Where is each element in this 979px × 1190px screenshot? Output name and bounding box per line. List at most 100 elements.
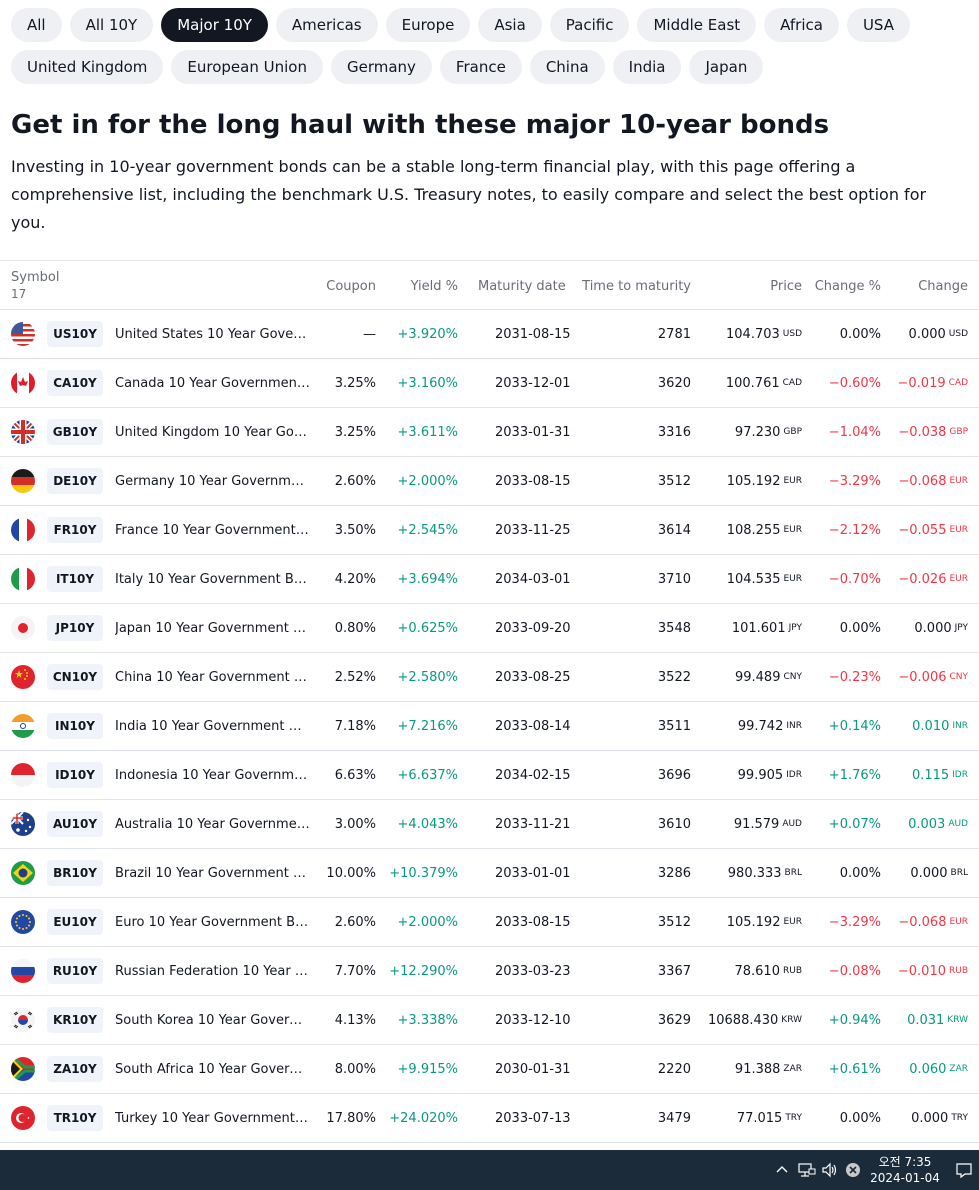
header-maturity-date[interactable]: Maturity date <box>478 278 566 294</box>
price-currency: KRW <box>781 1015 802 1025</box>
price-currency: AUD <box>782 819 802 829</box>
table-row[interactable]: FR10Y France 10 Year Government Bond 3.5… <box>0 506 979 555</box>
filter-pill-major-10y[interactable]: Major 10Y <box>161 8 268 42</box>
filter-pill-americas[interactable]: Americas <box>275 8 378 42</box>
table-row[interactable]: BR10Y Brazil 10 Year Government Bond 10.… <box>0 849 979 898</box>
yield-value: +3.611% <box>397 424 458 440</box>
table-row[interactable]: GB10Y United Kingdom 10 Year Government … <box>0 408 979 457</box>
filter-pill-all[interactable]: All <box>11 8 62 42</box>
bond-name: Turkey 10 Year Government Bond <box>115 1094 310 1142</box>
table-row[interactable]: TR10Y Turkey 10 Year Government Bond 17.… <box>0 1094 979 1143</box>
table-row[interactable]: KR10Y South Korea 10 Year Government Bon… <box>0 996 979 1045</box>
ticker-badge[interactable]: IT10Y <box>47 555 103 603</box>
change-number: 0.060 <box>909 1061 947 1077</box>
coupon-value: 2.52% <box>334 669 376 685</box>
in-flag-icon <box>11 702 35 750</box>
maturity-date-value: 2033-12-10 <box>495 1012 571 1028</box>
filter-pill-india[interactable]: India <box>612 50 682 84</box>
table-row[interactable]: CN10Y China 10 Year Government Bond 2.52… <box>0 653 979 702</box>
ticker-badge[interactable]: EU10Y <box>47 898 103 946</box>
au-flag-icon <box>11 800 35 848</box>
filter-pill-usa[interactable]: USA <box>846 8 910 42</box>
filter-pill-middle-east[interactable]: Middle East <box>637 8 757 42</box>
table-row[interactable]: EU10Y Euro 10 Year Government Bond 2.60%… <box>0 898 979 947</box>
change-value: 0.000 TRY <box>911 1094 968 1142</box>
header-price[interactable]: Price <box>770 278 802 294</box>
time-to-maturity-value: 3696 <box>657 767 691 783</box>
coupon-value: 3.50% <box>334 522 376 538</box>
filter-pill-asia[interactable]: Asia <box>478 8 542 42</box>
ticker-badge[interactable]: IN10Y <box>47 702 103 750</box>
change-pct-value: −0.08% <box>828 963 881 979</box>
filter-pill-pacific[interactable]: Pacific <box>549 8 630 42</box>
price-number: 104.703 <box>726 326 780 342</box>
change-pct-value: −3.29% <box>828 473 881 489</box>
header-change[interactable]: Change <box>918 278 968 294</box>
header-symbol[interactable]: Symbol 17 <box>11 261 59 311</box>
close-circle-icon[interactable] <box>845 1150 861 1190</box>
table-row[interactable]: AU10Y Australia 10 Year Government Bond … <box>0 800 979 849</box>
time-to-maturity-value: 3512 <box>657 914 691 930</box>
table-row[interactable]: JP10Y Japan 10 Year Government Bond 0.80… <box>0 604 979 653</box>
ticker-badge[interactable]: DE10Y <box>47 457 103 505</box>
filter-pill-germany[interactable]: Germany <box>330 50 432 84</box>
ticker-badge[interactable]: KR10Y <box>47 996 103 1044</box>
price-value: 101.601 JPY <box>732 604 802 652</box>
filter-pill-africa[interactable]: Africa <box>764 8 839 42</box>
filter-pill-china[interactable]: China <box>529 50 605 84</box>
bond-name-text: Turkey 10 Year Government Bond <box>115 1110 310 1126</box>
chevron-up-icon[interactable] <box>775 1150 789 1190</box>
ticker-badge[interactable]: ID10Y <box>47 751 103 799</box>
header-coupon[interactable]: Coupon <box>326 278 376 294</box>
yield-value: +2.000% <box>397 473 458 489</box>
header-yield[interactable]: Yield % <box>410 278 458 294</box>
filter-pill-european-union[interactable]: European Union <box>171 50 323 84</box>
filter-pill-france[interactable]: France <box>439 50 522 84</box>
header-change-pct[interactable]: Change % <box>814 278 881 294</box>
ticker-badge[interactable]: AU10Y <box>47 800 103 848</box>
filter-pill-japan[interactable]: Japan <box>689 50 764 84</box>
table-header: Symbol 17 Coupon Yield % Maturity date T… <box>0 260 979 310</box>
filter-pill-all-10y[interactable]: All 10Y <box>69 8 154 42</box>
volume-icon[interactable] <box>821 1150 839 1190</box>
ticker-badge[interactable]: JP10Y <box>47 604 103 652</box>
price-value: 10688.430 KRW <box>708 996 802 1044</box>
clock-date: 2024-01-04 <box>870 1171 940 1185</box>
change-pct-value: 0.00% <box>839 326 881 342</box>
table-row[interactable]: IN10Y India 10 Year Government Bond 7.18… <box>0 702 979 751</box>
bond-name-text: United Kingdom 10 Year Government Bond <box>115 424 310 440</box>
network-icon[interactable] <box>798 1150 816 1190</box>
header-time-to-maturity[interactable]: Time to maturity <box>582 278 691 294</box>
ticker-badge[interactable]: FR10Y <box>47 506 103 554</box>
system-clock[interactable]: 오전 7:35 2024-01-04 <box>870 1154 940 1186</box>
clock-time: 오전 7:35 <box>878 1155 932 1169</box>
filter-pill-europe[interactable]: Europe <box>385 8 471 42</box>
maturity-date-value: 2033-08-25 <box>495 669 571 685</box>
ticker-badge[interactable]: BR10Y <box>47 849 103 897</box>
ticker-badge[interactable]: CA10Y <box>47 359 103 407</box>
table-row[interactable]: RU10Y Russian Federation 10 Year Governm… <box>0 947 979 996</box>
bond-name-text: France 10 Year Government Bond <box>115 522 310 538</box>
change-currency: KRW <box>947 1015 968 1025</box>
table-row[interactable]: CA10Y Canada 10 Year Government Bond 3.2… <box>0 359 979 408</box>
notification-icon[interactable] <box>955 1150 973 1190</box>
ticker-badge[interactable]: CN10Y <box>47 653 103 701</box>
change-number: −0.019 <box>897 375 946 391</box>
table-row[interactable]: US10Y United States 10 Year Government B… <box>0 310 979 359</box>
change-pct-value: −1.04% <box>828 424 881 440</box>
table-row[interactable]: ZA10Y South Africa 10 Year Government Bo… <box>0 1045 979 1094</box>
table-row[interactable]: IT10Y Italy 10 Year Government Bond 4.20… <box>0 555 979 604</box>
change-pct-value: −3.29% <box>828 914 881 930</box>
table-row[interactable]: ID10Y Indonesia 10 Year Government Bond … <box>0 751 979 800</box>
ticker-badge[interactable]: TR10Y <box>47 1094 103 1142</box>
change-pct-value: 0.00% <box>839 1110 881 1126</box>
time-to-maturity-value: 3367 <box>657 963 691 979</box>
ticker-badge[interactable]: RU10Y <box>47 947 103 995</box>
time-to-maturity-value: 3610 <box>657 816 691 832</box>
ticker-badge[interactable]: GB10Y <box>47 408 103 456</box>
table-row[interactable]: DE10Y Germany 10 Year Government Bond 2.… <box>0 457 979 506</box>
ticker-badge[interactable]: ZA10Y <box>47 1045 103 1093</box>
price-currency: GBP <box>783 427 802 437</box>
filter-pill-united-kingdom[interactable]: United Kingdom <box>11 50 164 84</box>
ticker-badge[interactable]: US10Y <box>47 310 103 358</box>
